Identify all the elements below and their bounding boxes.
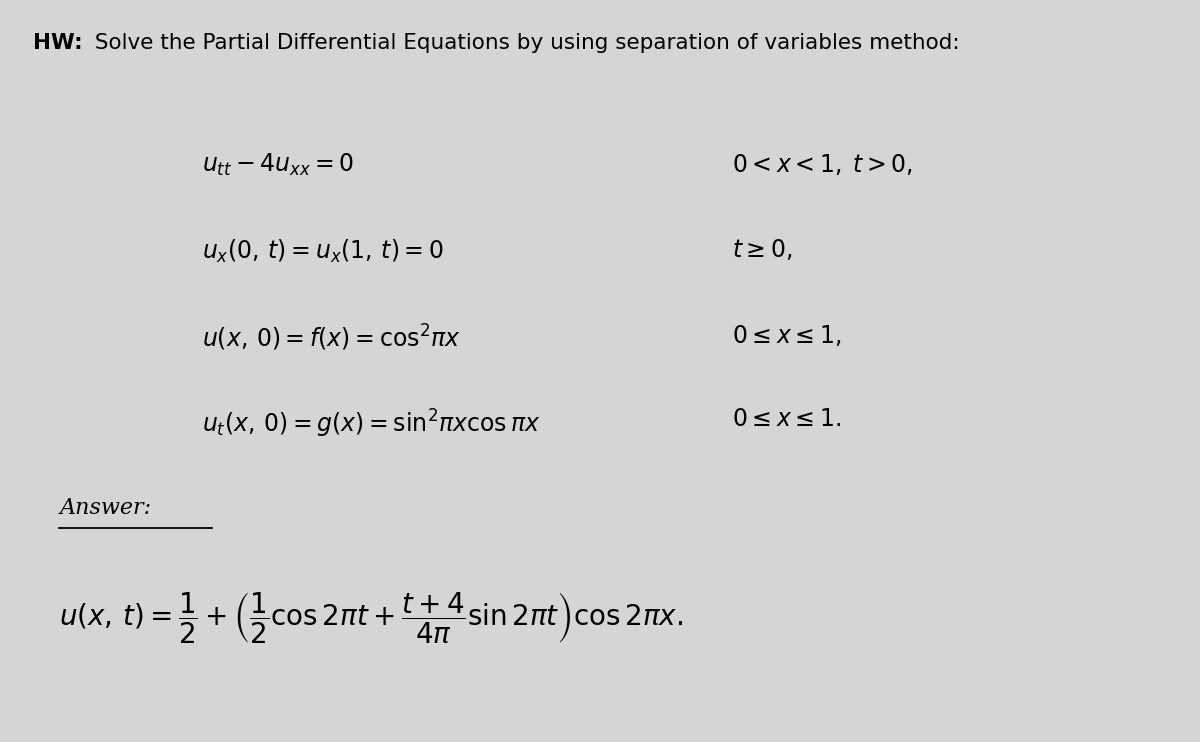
Text: $u_x(0,\,t) = u_x(1,\,t) = 0$: $u_x(0,\,t) = u_x(1,\,t) = 0$ <box>203 237 444 265</box>
Text: Solve the Partial Differential Equations by using separation of variables method: Solve the Partial Differential Equations… <box>88 33 960 53</box>
Text: $u_t(x,\,0) = g(x) = \sin^2\!\pi x \cos \pi x$: $u_t(x,\,0) = g(x) = \sin^2\!\pi x \cos … <box>203 408 541 440</box>
Text: $u(x,\,0) = f(x) = \cos^2\!\pi x$: $u(x,\,0) = f(x) = \cos^2\!\pi x$ <box>203 323 461 353</box>
Text: Answer:: Answer: <box>60 497 151 519</box>
Text: $0 \leq x \leq 1,$: $0 \leq x \leq 1,$ <box>732 323 841 348</box>
Text: $0 \leq x \leq 1.$: $0 \leq x \leq 1.$ <box>732 408 840 431</box>
Text: $u(x,\,t) = \dfrac{1}{2} + \left(\dfrac{1}{2}\cos 2\pi t + \dfrac{t+4}{4\pi}\sin: $u(x,\,t) = \dfrac{1}{2} + \left(\dfrac{… <box>60 590 684 645</box>
Text: $0 < x < 1,\; t > 0,$: $0 < x < 1,\; t > 0,$ <box>732 152 912 177</box>
Text: $t \geq 0,$: $t \geq 0,$ <box>732 237 792 263</box>
Text: $u_{tt} - 4u_{xx} = 0$: $u_{tt} - 4u_{xx} = 0$ <box>203 152 354 178</box>
Text: HW:: HW: <box>34 33 83 53</box>
